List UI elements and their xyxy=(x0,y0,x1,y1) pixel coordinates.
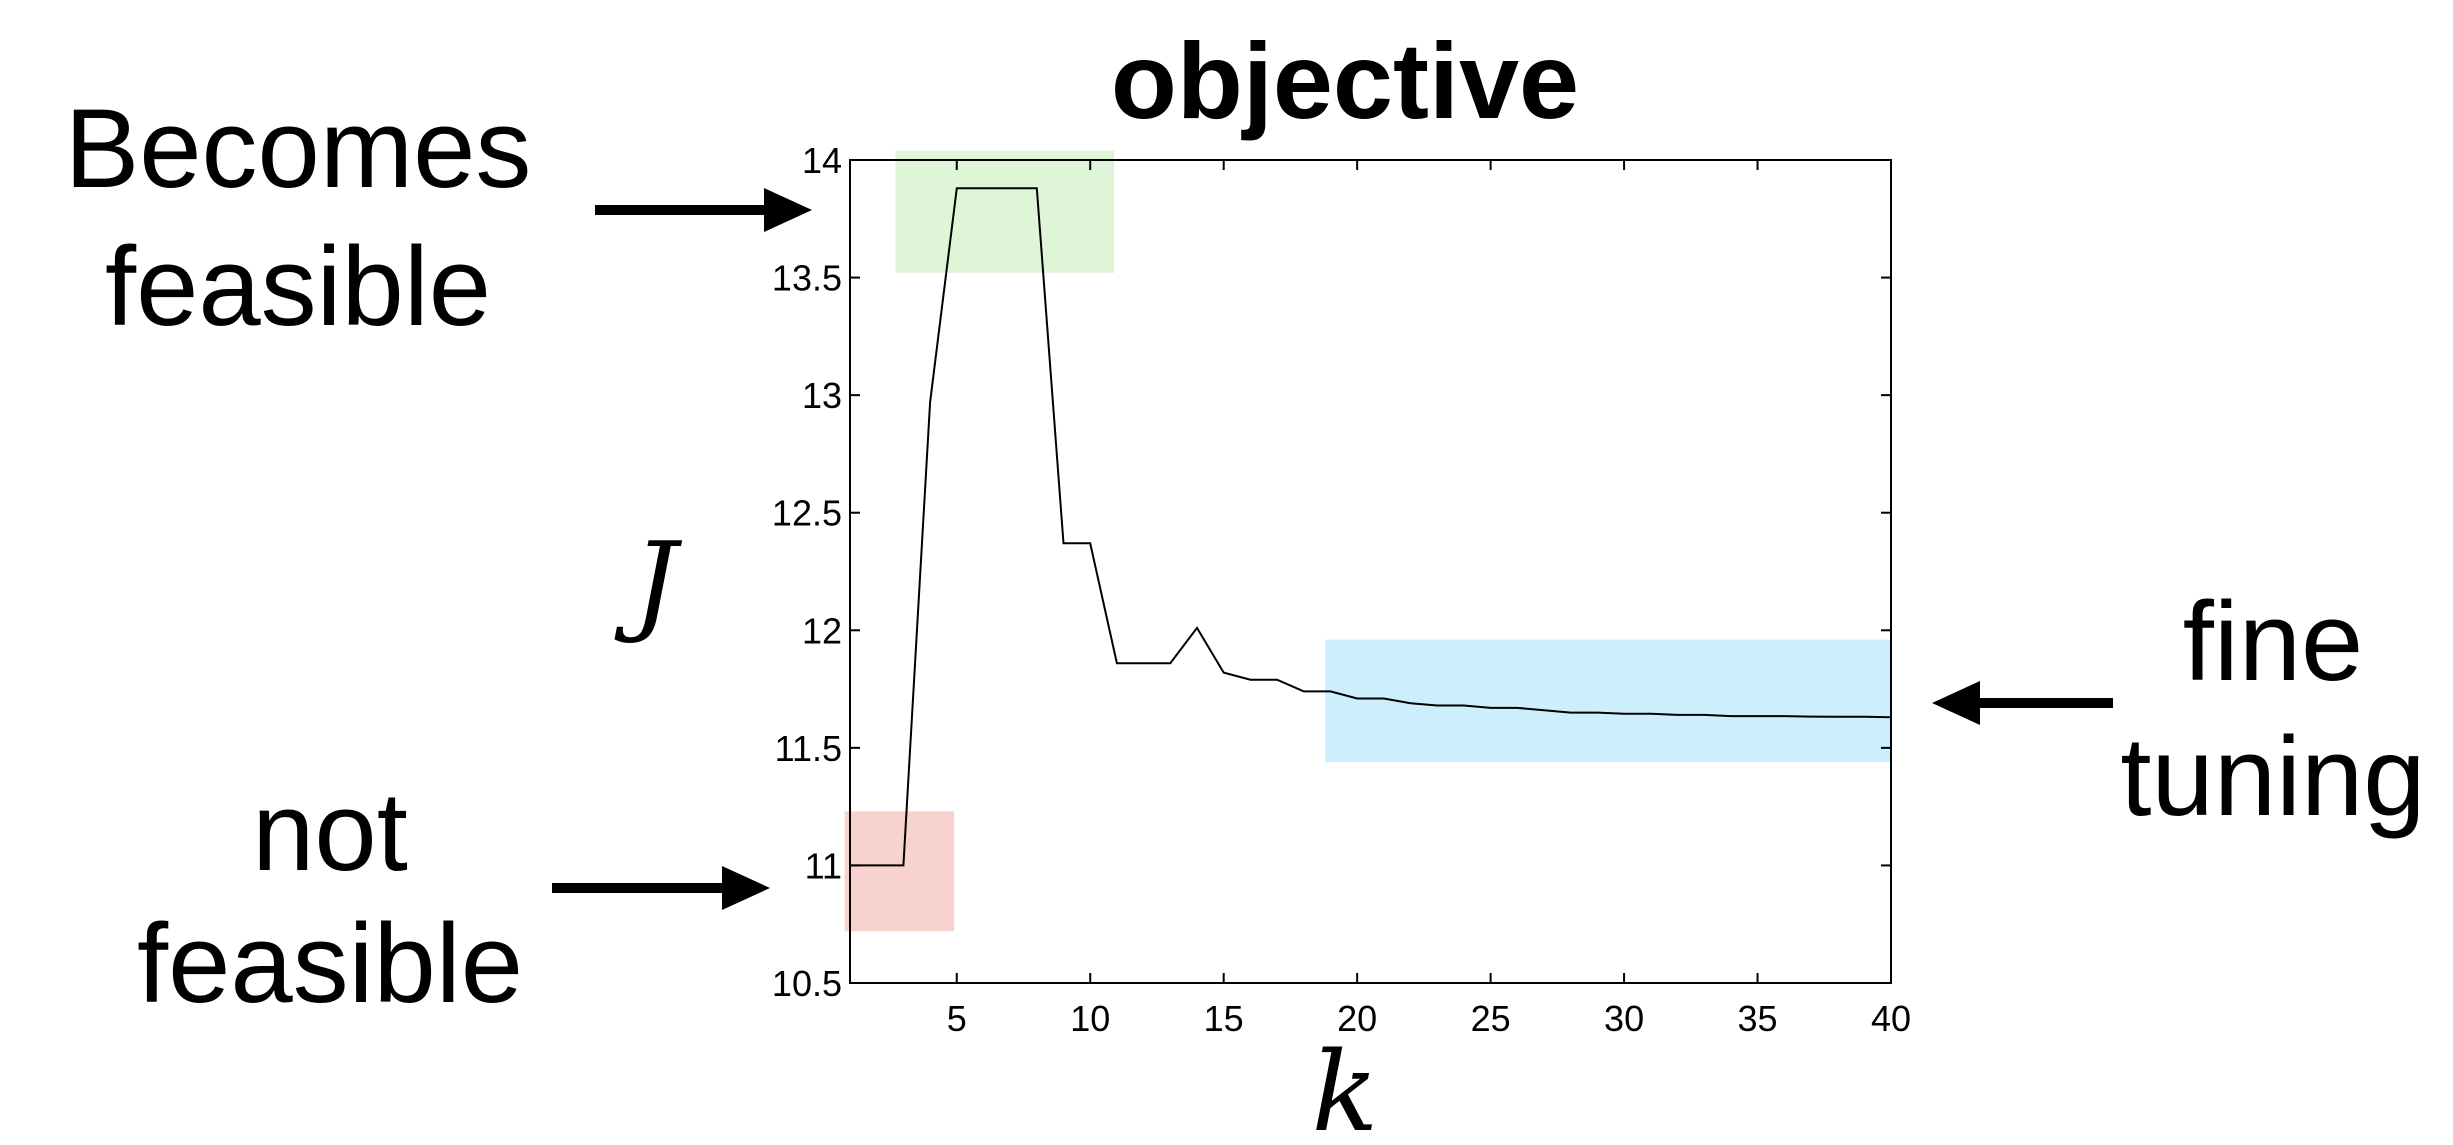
x-tick-label: 5 xyxy=(947,998,967,1039)
x-tick-label: 30 xyxy=(1604,998,1644,1039)
x-tick-label: 15 xyxy=(1204,998,1244,1039)
not-feasible-arrow xyxy=(552,866,770,910)
y-tick-label: 11.5 xyxy=(775,728,842,769)
axis-tick-labels: 5 10 15 20 25 30 35 40 10.5 11 11.5 12 12.5 13 13.5 14 xyxy=(772,140,1911,1039)
becomes-feasible-line-1: Becomes xyxy=(65,86,532,211)
fine-tuning-line-1: fine xyxy=(2183,579,2364,704)
x-tick-label: 20 xyxy=(1337,998,1377,1039)
not-feasible-box xyxy=(844,811,955,932)
y-tick-label: 11 xyxy=(805,845,842,886)
fine-tuning-box xyxy=(1325,639,1891,762)
x-axis-label: k xyxy=(1312,1028,1379,1145)
x-tick-label: 25 xyxy=(1471,998,1511,1039)
becomes-feasible-arrow xyxy=(595,188,812,232)
highlight-boxes xyxy=(844,150,1891,932)
not-feasible-line-2: feasible xyxy=(137,901,523,1026)
x-tick-label: 35 xyxy=(1738,998,1778,1039)
y-tick-label: 13.5 xyxy=(772,258,842,299)
y-tick-label: 10.5 xyxy=(772,963,842,1004)
x-tick-label: 40 xyxy=(1871,998,1911,1039)
y-tick-label: 13 xyxy=(802,375,842,416)
becomes-feasible-line-2: feasible xyxy=(105,224,491,349)
y-tick-label: 14 xyxy=(802,140,842,181)
plot-area-frame xyxy=(849,159,1892,984)
y-tick-label: 12 xyxy=(802,610,842,651)
x-tick-label: 10 xyxy=(1070,998,1110,1039)
axis-ticks xyxy=(850,159,1892,984)
becomes-feasible-box xyxy=(895,150,1115,273)
chart-title: objective xyxy=(1111,20,1579,141)
not-feasible-line-1: not xyxy=(252,769,408,894)
fine-tuning-arrow xyxy=(1932,681,2113,725)
fine-tuning-line-2: tuning xyxy=(2120,714,2425,839)
series-line xyxy=(850,187,1892,867)
y-tick-label: 12.5 xyxy=(772,493,842,534)
y-axis-label: J xyxy=(614,518,683,646)
